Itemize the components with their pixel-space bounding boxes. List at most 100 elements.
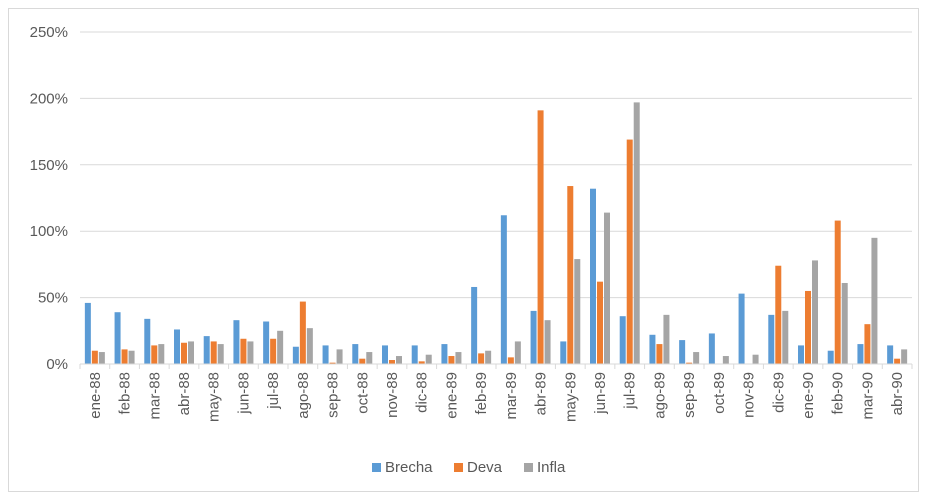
bar-deva (210, 341, 217, 364)
bars (84, 102, 908, 365)
bar-infla (128, 350, 135, 364)
x-tick-label: ago-89 (651, 372, 668, 419)
bar-infla (247, 341, 254, 364)
x-tick-label: jun-88 (235, 372, 252, 415)
bar-brecha (590, 188, 596, 364)
legend-swatch-brecha (372, 463, 381, 472)
x-tick-label: mar-88 (146, 372, 163, 420)
bar-infla (485, 350, 492, 364)
x-tick-label: abr-89 (533, 372, 550, 415)
x-tick-label: dic-89 (770, 372, 787, 413)
bar-brecha (738, 293, 745, 364)
bar-deva (418, 361, 425, 364)
chart-frame (8, 8, 919, 492)
bar-deva (240, 338, 247, 364)
x-tick-label: jun-89 (592, 372, 609, 415)
legend-label-infla: Infla (537, 459, 566, 476)
bar-deva (359, 358, 366, 364)
bar-deva (567, 186, 574, 364)
gridlines (80, 31, 912, 299)
x-tick-label: oct-89 (711, 372, 728, 414)
legend-label-deva: Deva (467, 459, 503, 476)
bar-deva (864, 324, 871, 364)
bar-brecha (768, 314, 775, 364)
bar-infla (633, 102, 640, 364)
bar-infla (277, 330, 284, 364)
legend-swatch-deva (454, 463, 463, 472)
x-tick-label: feb-90 (830, 372, 847, 415)
bar-infla (693, 352, 700, 364)
x-axis-labels: ene-88 feb-88 mar-88 abr-88 may-88 jun-88 jul-… (87, 372, 906, 422)
bar-brecha (500, 215, 507, 364)
x-tick-label: mar-89 (503, 372, 520, 420)
bar-deva (805, 290, 811, 364)
bar-infla (396, 356, 402, 364)
bar-infla (158, 344, 165, 364)
bar-infla (336, 349, 343, 364)
bar-brecha (174, 329, 180, 364)
bar-deva (686, 362, 693, 364)
bar-brecha (798, 345, 804, 364)
bar-deva (270, 338, 277, 364)
bar-brecha (530, 310, 537, 364)
x-tick-label: abr-88 (176, 372, 193, 415)
bar-brecha (144, 318, 151, 364)
bar-deva (299, 301, 306, 364)
bar-brecha (887, 345, 894, 364)
bar-brecha (708, 333, 715, 364)
bar-brecha (233, 320, 240, 364)
bar-brecha (679, 340, 686, 364)
x-tick-label: ene-90 (800, 372, 817, 419)
bar-infla (366, 352, 373, 364)
bar-infla (217, 344, 224, 364)
bar-brecha (84, 302, 91, 364)
legend-swatch-infla (524, 463, 533, 472)
x-tick-label: oct-88 (354, 372, 371, 414)
bar-deva (834, 220, 841, 364)
y-tick-label: 250% (30, 24, 68, 41)
bar-deva (121, 349, 128, 364)
bar-deva (329, 362, 336, 364)
x-tick-label: dic-88 (414, 372, 431, 413)
bar-deva (597, 281, 603, 364)
x-tick-label: may-88 (206, 372, 223, 422)
bar-infla (425, 354, 432, 364)
bar-deva (775, 265, 782, 364)
bar-infla (455, 352, 462, 364)
x-tick-label: abr-90 (889, 372, 906, 415)
bar-infla (306, 328, 313, 364)
bar-brecha (114, 312, 121, 364)
bar-infla (871, 237, 878, 364)
bar-brecha (857, 344, 864, 364)
bar-brecha (203, 336, 210, 364)
bar-deva (478, 353, 485, 364)
bar-infla (841, 282, 848, 364)
bar-deva (389, 360, 395, 364)
bar-infla (752, 354, 759, 364)
bar-brecha (560, 341, 567, 364)
bar-infla (574, 259, 581, 364)
bar-deva (626, 139, 633, 364)
y-tick-label: 50% (38, 290, 68, 307)
bar-brecha (382, 345, 388, 364)
bar-infla (663, 314, 670, 364)
x-tick-label: ago-88 (295, 372, 312, 419)
bar-infla (514, 341, 521, 364)
y-tick-label: 150% (30, 157, 68, 174)
legend: Brecha Deva Infla (372, 459, 566, 476)
bar-infla (544, 320, 551, 364)
x-tick-label: feb-88 (117, 372, 134, 415)
bar-deva (507, 357, 514, 364)
bar-deva (151, 345, 158, 364)
bar-deva (91, 350, 98, 364)
x-tick-label: jul-88 (265, 372, 282, 410)
x-tick-label: mar-90 (859, 372, 876, 420)
x-tick-label: jul-89 (622, 372, 639, 410)
bar-deva (537, 110, 544, 365)
bar-infla (188, 341, 194, 364)
y-tick-label: 200% (30, 90, 68, 107)
x-tick-label: ene-89 (443, 372, 460, 419)
bar-deva (656, 344, 663, 364)
bar-infla (604, 212, 610, 364)
